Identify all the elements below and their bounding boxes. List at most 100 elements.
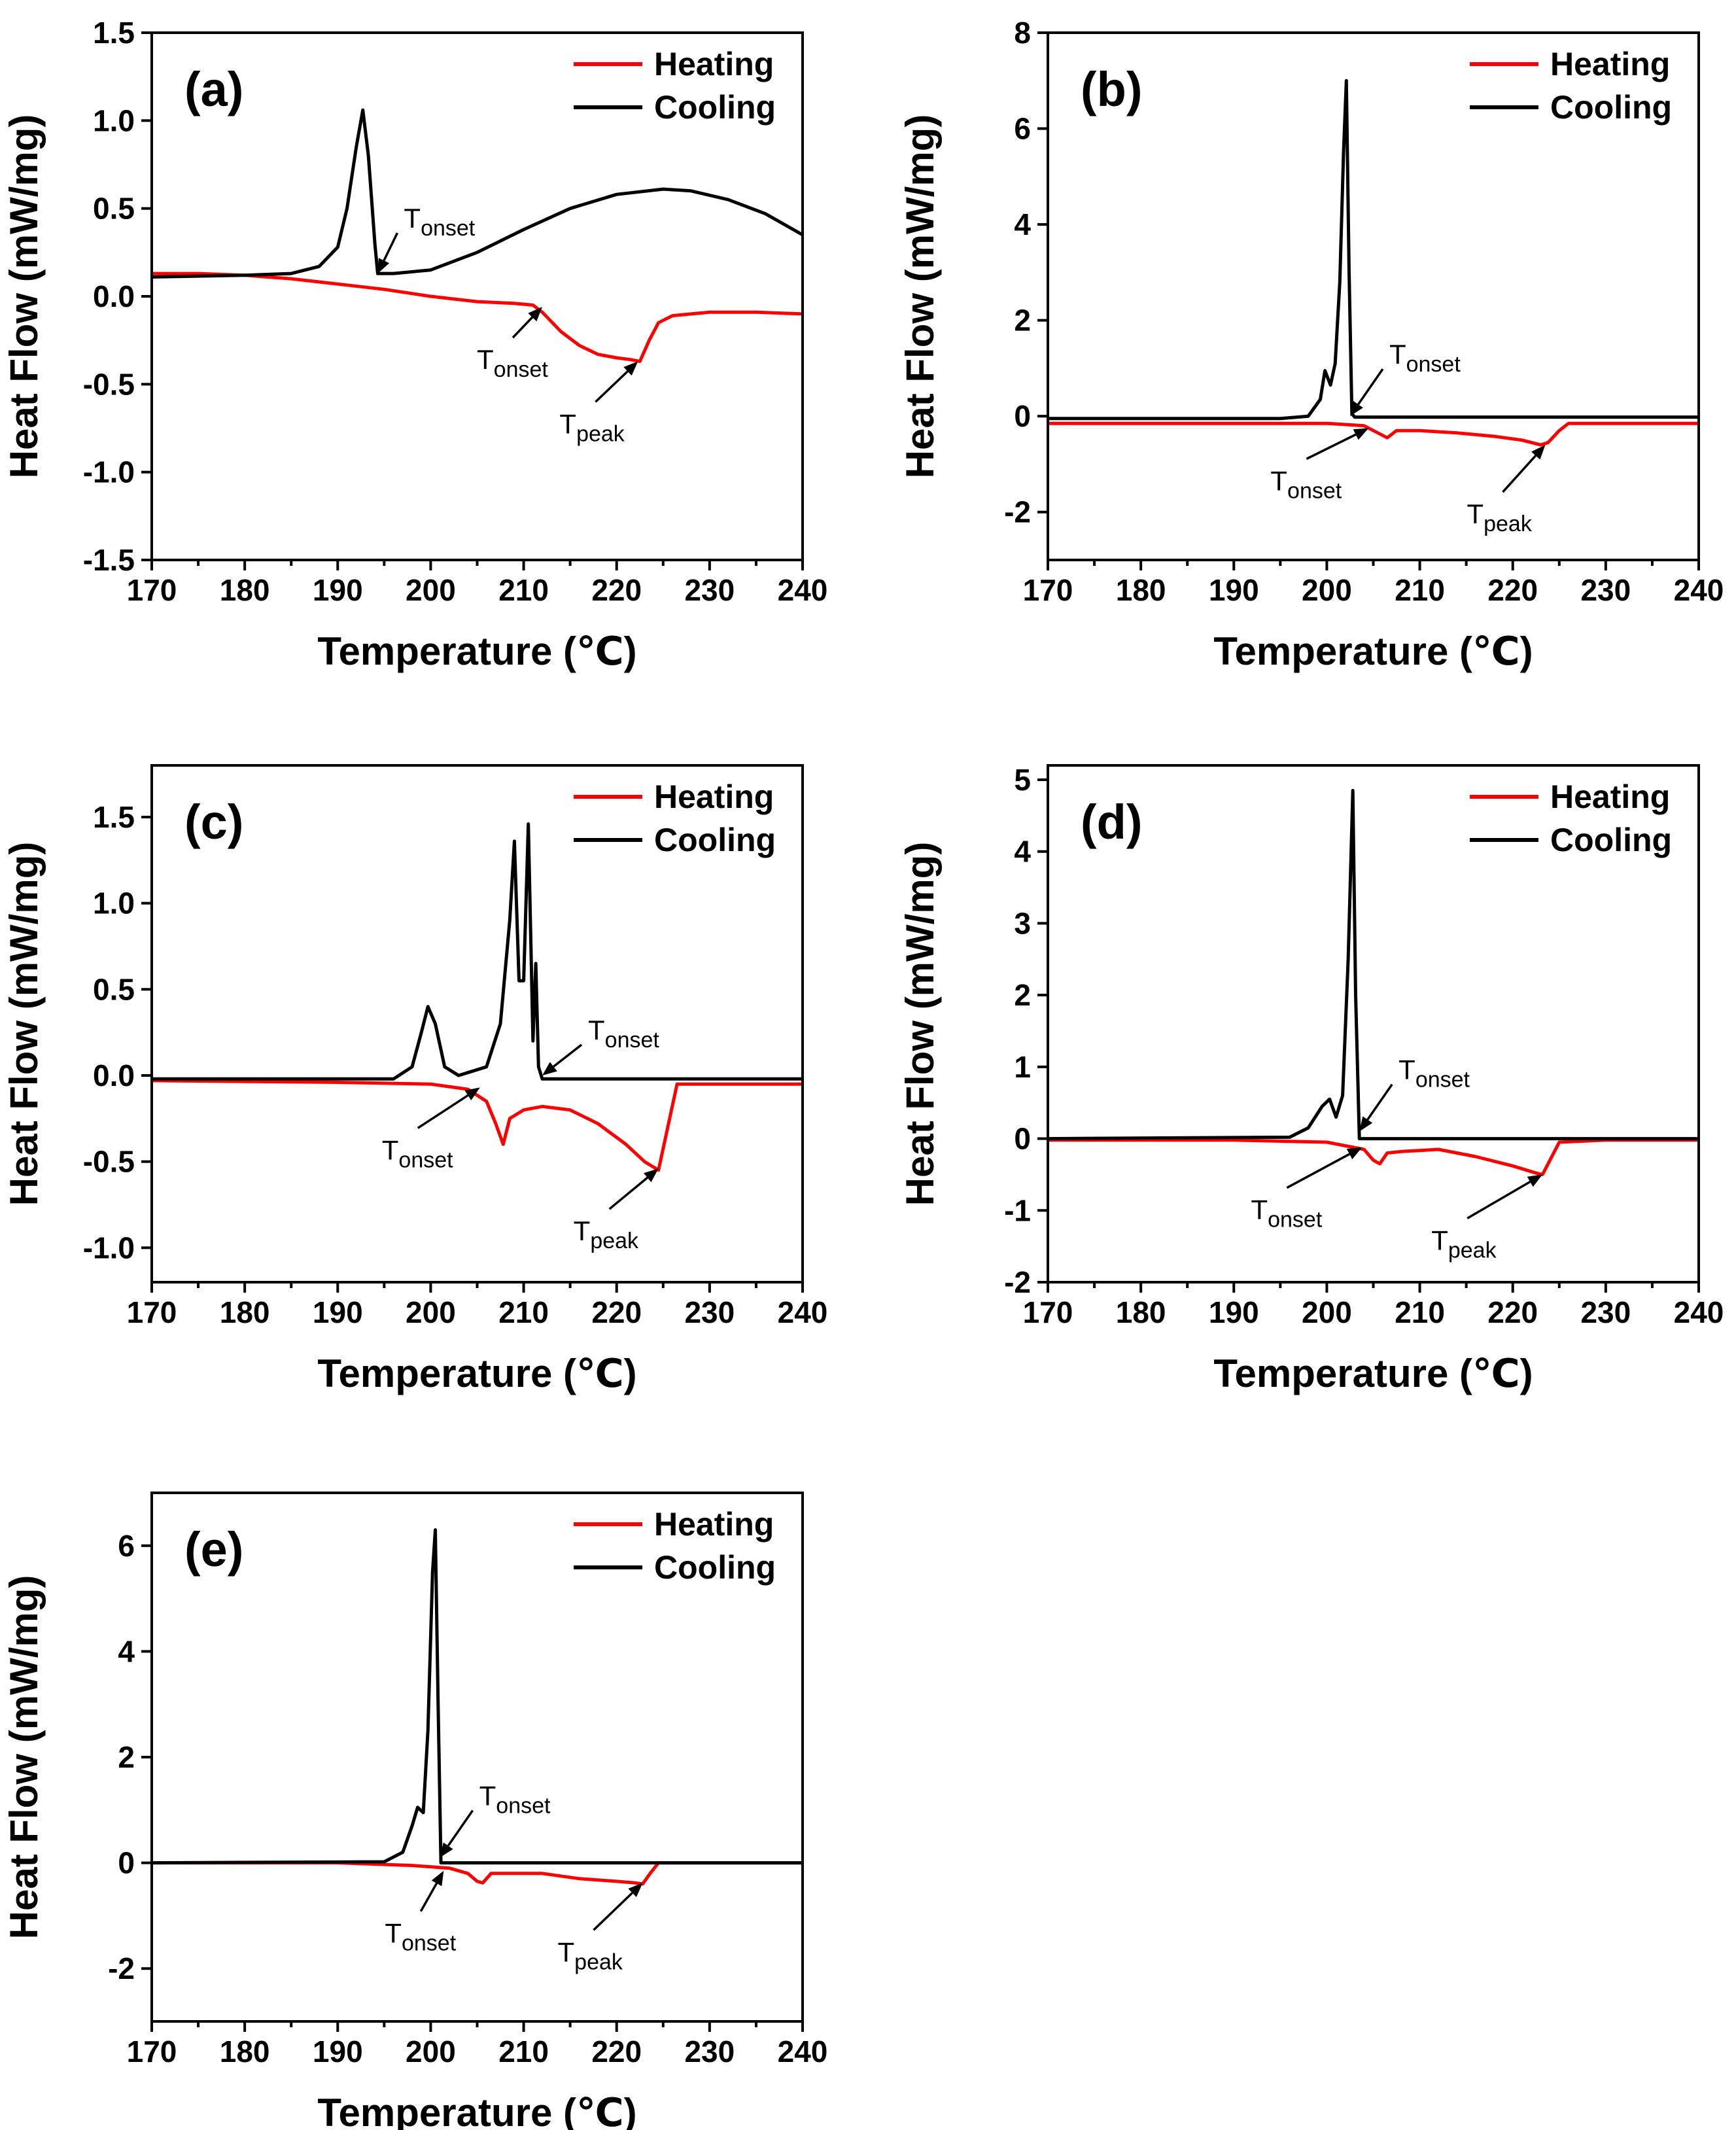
x-tick-label: 230 [684,1295,735,1329]
annotation-arrowhead [1349,400,1363,417]
y-tick-label: -2 [1004,495,1031,529]
x-tick-label: 190 [1209,573,1259,607]
x-tick-label: 230 [1580,1295,1631,1329]
heating-series-line [1048,1138,1699,1176]
x-tick-label: 240 [1674,1295,1724,1329]
heating-series-line [152,1079,803,1172]
annotation-main: T [1251,1195,1268,1225]
cooling-series-line [152,822,803,1081]
x-tick-label: 240 [778,1295,828,1329]
y-tick-label: 4 [1014,207,1031,241]
x-tick-label: 210 [498,1295,549,1329]
y-tick-label: 1.5 [93,800,135,834]
legend-label-cooling: Cooling [654,1549,776,1586]
y-tick-label: -1.0 [83,1231,135,1265]
x-axis-title: Temperature (℃) [1213,629,1533,673]
x-tick-label: 220 [1487,1295,1538,1329]
y-tick-label: -1.0 [83,455,135,489]
y-tick-label: 2 [1014,304,1031,338]
y-tick-label: 0 [1014,1122,1031,1156]
annotation-subscript: peak [1484,512,1533,536]
x-tick-label: 220 [591,1295,642,1329]
annotation-subscript: onset [398,1147,453,1172]
annotation-subscript: onset [421,216,476,241]
x-tick-label: 180 [1116,573,1166,607]
annotation-arrow [1306,433,1357,461]
x-tick-label: 210 [1395,573,1445,607]
x-tick-label: 220 [591,573,642,607]
annotation-arrowhead [1346,1147,1363,1160]
annotation-arrowhead [464,1087,480,1100]
y-tick-label: 3 [1014,906,1031,940]
y-tick-label: -2 [1004,1265,1031,1299]
annotation-subscript: onset [1415,1068,1470,1092]
annotation-subscript: peak [574,1949,623,1974]
y-tick-label: -1.5 [83,543,135,577]
annotation-main: T [1389,339,1406,370]
y-tick-label: 1.5 [93,16,135,50]
annotation-label: Tonset [385,1918,456,1956]
annotation-main: T [385,1918,402,1949]
annotation-arrow [512,316,534,339]
x-tick-label: 230 [684,573,735,607]
annotation-label: Tonset [1251,1195,1322,1232]
x-tick-label: 210 [1395,1295,1445,1329]
annotation-arrow [593,1892,633,1931]
x-tick-label: 220 [591,2034,642,2069]
annotation-arrow [419,1883,438,1912]
annotation-label: Tonset [479,1781,551,1819]
y-axis-title: Heat Flow (mW/mg) [898,842,942,1206]
y-tick-label: 1.0 [93,886,135,920]
y-tick-label: 4 [1014,835,1031,869]
x-tick-label: 210 [498,2034,549,2069]
x-tick-label: 190 [313,1295,363,1329]
panel-e: 170 180 190 200 210 220 230 240 -2 0 2 4 6 Temperatur… [2,1492,827,2130]
y-tick-label: 2 [118,1740,135,1774]
x-tick-label: 200 [406,2034,456,2069]
legend-label-heating: Heating [654,1506,774,1543]
y-tick-label: 2 [1014,978,1031,1012]
x-tick-label: 180 [220,1295,270,1329]
annotation-subscript: onset [496,1794,551,1819]
annotation-main: T [559,408,576,439]
x-tick-label: 170 [127,1295,177,1329]
annotation-arrowhead [623,361,638,376]
x-axis-title: Temperature (℃) [317,1352,636,1395]
cooling-series-line [1048,79,1699,421]
x-tick-label: 180 [220,573,270,607]
annotation-subscript: onset [605,1028,660,1053]
annotation-arrow [1286,1153,1350,1189]
x-tick-label: 170 [127,573,177,607]
annotation-main: T [382,1134,399,1165]
annotation-label: Tpeak [559,408,625,446]
legend-label-heating: Heating [1550,778,1670,815]
annotation-arrowhead [1359,1116,1373,1132]
legend-label-heating: Heating [1550,46,1670,82]
annotation-arrow [1502,455,1537,493]
annotation-arrow [447,1809,474,1847]
x-axis-title: Temperature (℃) [317,629,636,673]
cooling-series-line [1048,788,1699,1141]
y-tick-label: 0 [1014,399,1031,433]
panel-a: 170 180 190 200 210 220 230 240 -1.5 -1.0 -0.5 0.0 0… [2,16,827,673]
legend-label-cooling: Cooling [654,822,776,858]
annotation-main: T [574,1215,591,1246]
heating-series-line [152,1861,803,1886]
annotation-subscript: onset [402,1931,457,1956]
cooling-series-line [152,1528,803,1865]
annotation-label: Tonset [382,1134,453,1172]
heating-series-line [152,271,803,363]
annotation-arrowhead [1527,1174,1543,1187]
annotation-arrow [1366,1083,1393,1121]
panel-c: 170 180 190 200 210 220 230 240 -1.0 -0.5 0.0 0.5 1.… [2,764,828,1395]
x-tick-label: 170 [1023,1295,1073,1329]
annotation-subscript: peak [590,1229,639,1253]
annotation-arrowhead [431,1870,444,1887]
annotation-arrowhead [528,307,542,322]
annotation-label: Tonset [404,203,475,241]
annotation-label: Tonset [588,1015,659,1053]
legend-label-heating: Heating [654,778,774,815]
y-axis-title: Heat Flow (mW/mg) [2,842,46,1206]
annotation-label: Tpeak [574,1215,639,1253]
